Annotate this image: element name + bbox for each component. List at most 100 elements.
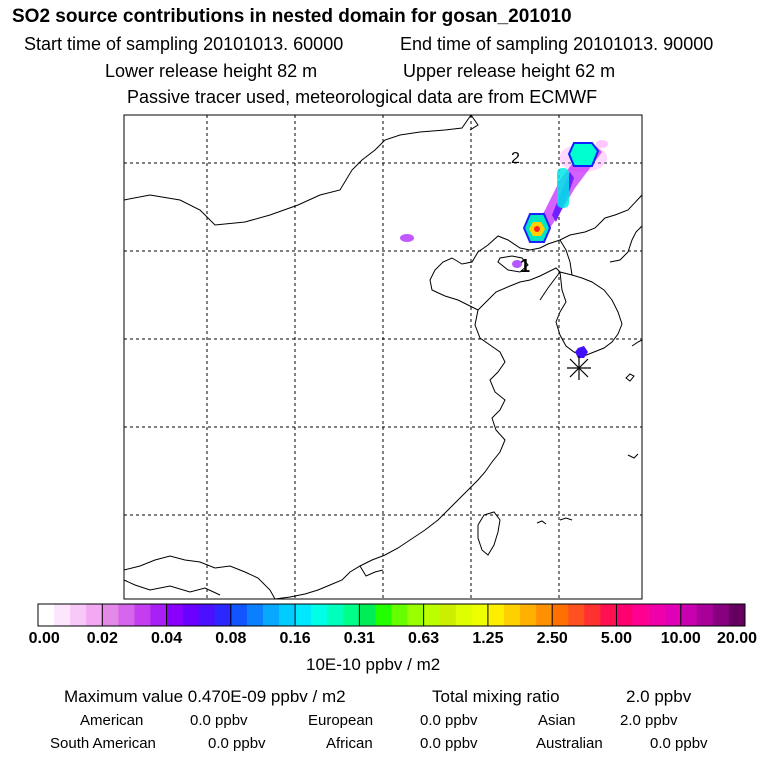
region-name-european: European	[308, 712, 374, 729]
colorbar-swatch	[86, 604, 103, 626]
colorbar-swatch	[182, 604, 199, 626]
colorbar-tick-label: 0.31	[343, 630, 375, 647]
colorbar-swatch	[455, 604, 473, 626]
region-value-australian: 0.0 ppbv	[650, 735, 708, 752]
map-label-1: 1	[520, 256, 530, 276]
korea-coast	[555, 271, 623, 357]
receptor-star-icon	[567, 356, 591, 380]
total-mixing-value: 2.0 ppbv	[626, 687, 692, 706]
coastlines	[123, 114, 643, 600]
isolated-source	[575, 346, 588, 358]
coastline	[609, 225, 643, 263]
island-coast	[627, 453, 639, 459]
plume-halo	[596, 140, 608, 148]
colorbar-swatch	[423, 604, 441, 626]
colorbar-tick-label: 20.00	[716, 630, 758, 647]
colorbar-frame	[37, 603, 746, 627]
region-value-asian: 2.0 ppbv	[620, 712, 678, 729]
island-coast	[625, 373, 635, 382]
colorbar-tick-label: 0.63	[408, 630, 440, 647]
region-value-african: 0.0 ppbv	[420, 735, 478, 752]
colorbar-tick-label: 0.16	[279, 630, 311, 647]
total-mixing-label: Total mixing ratio	[432, 687, 560, 706]
region-name-african: African	[326, 735, 373, 752]
colorbar-swatch	[375, 604, 392, 626]
border-line	[123, 114, 472, 226]
colorbar-tick-label: 1.25	[472, 630, 504, 647]
region-name-american: American	[80, 712, 144, 729]
colorbar-swatch	[680, 604, 698, 626]
colorbar-tick-label: 2.50	[536, 630, 568, 647]
colorbar-swatch	[38, 604, 55, 626]
colorbar-swatch	[230, 604, 248, 626]
island-coast	[536, 520, 547, 525]
start-time: Start time of sampling 20101013. 60000	[24, 34, 344, 54]
colorbar-swatch	[391, 604, 408, 626]
colorbar-tick-label: 0.08	[215, 630, 247, 647]
end-time: End time of sampling 20101013. 90000	[400, 34, 714, 54]
border-line	[359, 565, 384, 577]
region-value-south-american: 0.0 ppbv	[208, 735, 266, 752]
coastline	[274, 309, 506, 600]
colorbar-swatch	[664, 604, 682, 626]
colorbar-swatch	[584, 604, 601, 626]
japan-coast	[631, 339, 643, 347]
coastline	[429, 194, 643, 311]
colorbar-swatch	[262, 604, 280, 626]
region-value-european: 0.0 ppbv	[420, 712, 478, 729]
colorbar-swatch	[712, 604, 730, 626]
colorbar-unit: 10E-10 ppbv / m2	[306, 655, 441, 674]
colorbar-swatch	[487, 604, 505, 626]
region-value-american: 0.0 ppbv	[190, 712, 248, 729]
region-name-south-american: South American	[50, 735, 156, 752]
colorbar-swatch	[568, 604, 585, 626]
region-name-asian: Asian	[538, 712, 576, 729]
colorbar-swatch	[503, 604, 521, 626]
coastline	[497, 255, 529, 273]
colorbar-swatch	[439, 604, 457, 626]
maximum-value: Maximum value 0.470E-09 ppbv / m2	[64, 687, 346, 706]
map-label-2: 2	[511, 150, 520, 167]
colorbar-swatch	[728, 604, 746, 626]
taiwan-coast	[477, 511, 501, 556]
border-line	[469, 114, 479, 131]
border-line	[539, 271, 561, 301]
colorbar-tick-label: 10.00	[660, 630, 701, 647]
colorbar-swatch	[198, 604, 216, 626]
border-line	[123, 579, 221, 596]
colorbar-tick-label: 0.04	[150, 630, 183, 647]
colorbar-swatch	[536, 604, 553, 626]
colorbar-swatch	[632, 604, 649, 626]
colorbar-swatch	[359, 604, 376, 626]
colorbar-swatch	[343, 604, 360, 626]
colorbar-swatch	[600, 604, 617, 626]
colorbar-swatch	[214, 604, 232, 626]
colorbar-swatch	[102, 604, 119, 626]
colorbar	[37, 603, 746, 627]
plume-field	[400, 140, 608, 358]
hotspot-peak	[534, 226, 540, 232]
colorbar-swatch	[246, 604, 264, 626]
colorbar-swatch	[471, 604, 489, 626]
region-name-australian: Australian	[536, 735, 603, 752]
passive-tracer-note: Passive tracer used, meteorological data…	[127, 87, 598, 107]
colorbar-swatch	[327, 604, 344, 626]
upper-release-height: Upper release height 62 m	[403, 61, 616, 81]
border-line	[123, 555, 276, 600]
colorbar-tick-label: 5.00	[600, 630, 633, 647]
colorbar-swatch	[696, 604, 714, 626]
colorbar-swatch	[279, 604, 296, 626]
hotspot-north	[567, 142, 600, 167]
colorbar-swatch	[407, 604, 424, 626]
colorbar-tick-label: 0.00	[28, 630, 60, 647]
colorbar-swatch	[616, 604, 633, 626]
colorbar-swatch	[134, 604, 151, 626]
colorbar-cells	[37, 603, 746, 627]
colorbar-swatch	[552, 604, 569, 626]
colorbar-swatch	[70, 604, 87, 626]
colorbar-swatch	[311, 604, 328, 626]
colorbar-swatch	[295, 604, 312, 626]
island-coast	[559, 517, 573, 521]
isolated-source	[512, 260, 522, 268]
isolated-source	[400, 234, 414, 242]
